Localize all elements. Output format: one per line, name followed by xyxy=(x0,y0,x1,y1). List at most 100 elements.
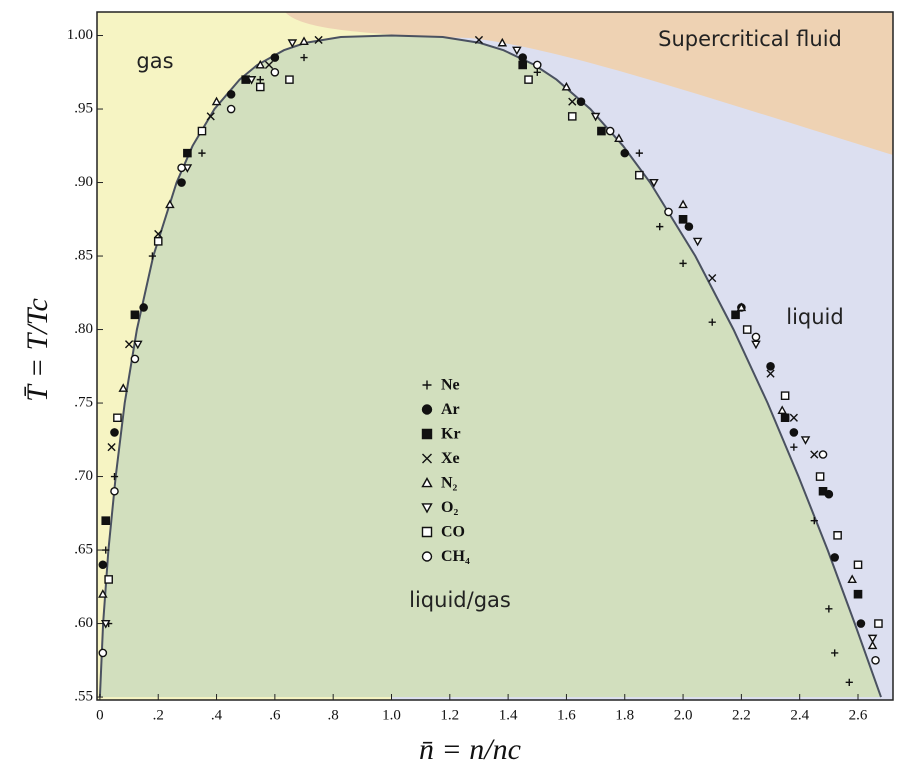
legend-label: Xe xyxy=(441,450,460,467)
x-tick-label: .8 xyxy=(328,707,339,723)
data-point xyxy=(867,634,878,644)
data-point xyxy=(133,340,143,350)
x-tick-label: 1.0 xyxy=(382,707,401,723)
x-tick-label: 0 xyxy=(96,707,104,723)
data-point xyxy=(255,82,265,92)
liquid-gas-region xyxy=(99,35,881,698)
x-tick-label: 2.2 xyxy=(732,707,751,723)
data-point xyxy=(110,486,119,496)
legend-label: CO xyxy=(441,524,465,541)
y-axis-label: T̄ = T/Tc xyxy=(21,298,54,402)
data-point xyxy=(818,450,828,459)
data-point xyxy=(532,60,542,70)
legend-label: Ar xyxy=(441,401,460,418)
data-point xyxy=(766,362,775,371)
data-point xyxy=(830,553,839,562)
data-point xyxy=(270,53,280,62)
data-point xyxy=(605,126,615,136)
data-point xyxy=(524,75,533,84)
data-point xyxy=(474,35,484,45)
data-point xyxy=(742,325,752,334)
data-point xyxy=(165,199,175,209)
legend-label: Kr xyxy=(441,426,461,443)
data-point xyxy=(635,170,644,180)
data-point xyxy=(568,97,577,106)
data-point xyxy=(255,59,266,69)
data-point xyxy=(561,81,572,91)
data-point xyxy=(620,148,630,158)
data-point xyxy=(518,60,527,70)
legend-symbol xyxy=(421,503,433,514)
data-point xyxy=(270,67,280,77)
data-point xyxy=(649,178,659,188)
data-point xyxy=(678,199,688,209)
data-point xyxy=(567,112,577,121)
data-point xyxy=(780,391,790,400)
data-point xyxy=(285,75,294,84)
y-tick-label: .85 xyxy=(74,247,93,263)
data-point xyxy=(853,589,863,599)
y-tick-label: .90 xyxy=(74,174,93,190)
data-point xyxy=(825,605,833,613)
supercritical-region xyxy=(285,12,893,155)
data-point xyxy=(751,340,761,350)
region-label: gas xyxy=(136,49,173,73)
legend-symbol xyxy=(421,404,433,415)
data-point xyxy=(107,443,116,452)
y-tick-label: .70 xyxy=(74,468,93,484)
data-point xyxy=(512,46,522,56)
data-point xyxy=(518,53,528,62)
data-point xyxy=(708,318,716,326)
data-point xyxy=(692,237,703,247)
data-point xyxy=(206,112,215,121)
data-point xyxy=(656,223,664,231)
x-tick-label: .6 xyxy=(269,707,281,723)
data-point xyxy=(100,619,111,629)
data-point xyxy=(246,76,257,85)
data-point xyxy=(314,35,323,45)
data-point xyxy=(684,222,694,231)
data-point xyxy=(211,96,222,106)
data-point xyxy=(800,436,811,445)
data-point xyxy=(497,37,508,47)
data-point xyxy=(664,207,673,217)
data-point xyxy=(198,149,206,157)
data-point xyxy=(98,560,108,570)
data-point xyxy=(766,369,775,378)
data-point xyxy=(635,149,643,157)
data-point xyxy=(130,354,140,364)
data-point xyxy=(736,302,747,312)
legend-label: O₂ xyxy=(441,499,458,516)
region-label: liquid/gas xyxy=(409,588,511,612)
data-point xyxy=(148,252,156,260)
x-tick-label: 2.6 xyxy=(849,707,868,723)
data-point xyxy=(110,472,119,481)
legend-symbol xyxy=(421,428,433,440)
data-point xyxy=(241,75,251,84)
data-point xyxy=(139,303,148,312)
data-point xyxy=(287,39,298,48)
legend-symbol xyxy=(422,453,432,464)
data-point xyxy=(104,575,113,584)
data-point xyxy=(576,97,586,106)
data-point xyxy=(845,678,853,686)
coexistence-curve xyxy=(98,34,882,698)
data-point xyxy=(856,619,866,628)
y-tick-label: 1.00 xyxy=(67,27,93,43)
y-tick-label: .75 xyxy=(74,394,93,410)
data-point xyxy=(597,126,606,136)
legend-symbol xyxy=(421,477,433,488)
data-point xyxy=(154,229,163,239)
x-tick-label: .4 xyxy=(211,707,223,723)
data-point xyxy=(183,148,192,158)
data-point xyxy=(751,332,761,342)
y-tick-label: .95 xyxy=(74,100,93,116)
legend-label: Ne xyxy=(441,377,460,394)
data-point xyxy=(731,310,740,320)
x-tick-label: 2.0 xyxy=(674,707,693,723)
data-point xyxy=(177,163,186,173)
data-point xyxy=(818,486,828,496)
data-point xyxy=(533,68,541,76)
data-point xyxy=(831,649,839,657)
